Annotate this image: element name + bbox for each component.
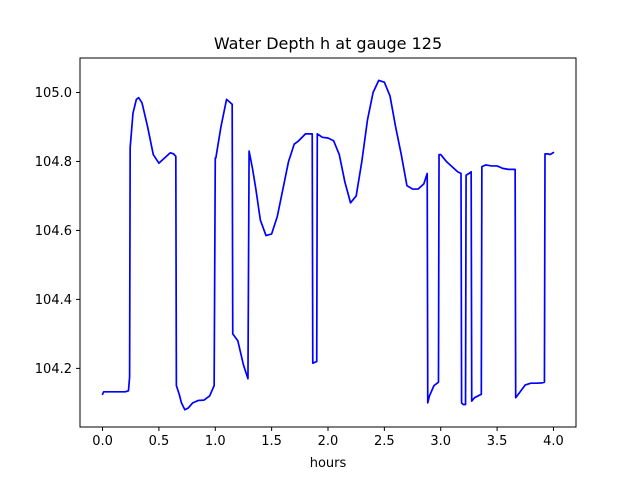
x-tick-label: 3.0 bbox=[430, 434, 451, 449]
y-tick-label: 104.6 bbox=[35, 224, 72, 239]
x-tick-label: 2.5 bbox=[374, 434, 395, 449]
series-line-0 bbox=[101, 79, 555, 411]
x-tick-label: 4.0 bbox=[543, 434, 564, 449]
x-tick-label: 1.0 bbox=[205, 434, 226, 449]
x-tick-label: 1.5 bbox=[261, 434, 282, 449]
x-tick-label: 0.5 bbox=[149, 434, 170, 449]
y-tick-label: 104.2 bbox=[35, 362, 72, 377]
x-axis-label: hours bbox=[310, 456, 347, 471]
x-axis-ticks: 0.0 0.5 1.0 1.5 2.0 2.5 3.0 3.5 4.0 bbox=[92, 427, 564, 449]
chart-title: Water Depth h at gauge 125 bbox=[214, 34, 442, 53]
y-tick-label: 104.8 bbox=[35, 155, 72, 170]
x-tick-label: 2.0 bbox=[318, 434, 339, 449]
x-tick-label: 0.0 bbox=[92, 434, 113, 449]
y-tick-label: 104.4 bbox=[35, 293, 72, 308]
x-tick-label: 3.5 bbox=[487, 434, 508, 449]
y-axis-ticks: 104.2 104.4 104.6 104.8 105.0 bbox=[35, 86, 80, 377]
y-tick-label: 105.0 bbox=[35, 86, 72, 101]
